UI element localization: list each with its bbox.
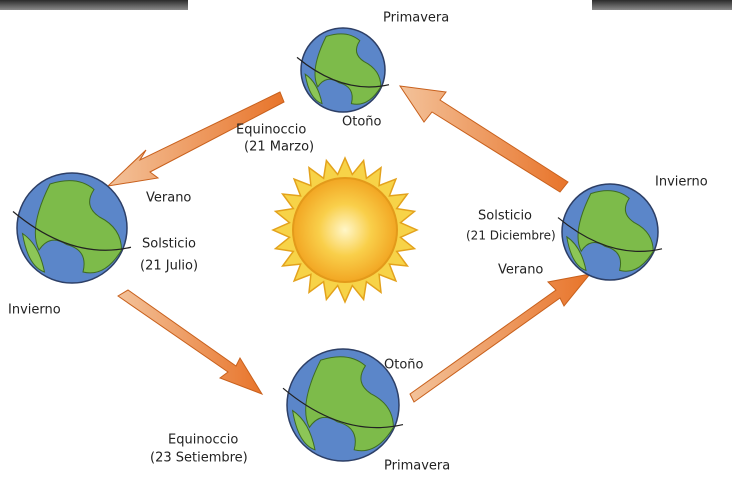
page: Primavera Equinoccio (21 Marzo) Otoño Ve… — [0, 0, 732, 486]
label: (21 Diciembre) — [466, 229, 556, 243]
label: Primavera — [383, 11, 449, 26]
label: Invierno — [8, 303, 61, 318]
arrow — [118, 290, 262, 394]
label: Solsticio — [478, 209, 532, 224]
label: Invierno — [655, 175, 708, 190]
top-tab-right — [592, 0, 732, 10]
label: Solsticio — [142, 237, 196, 252]
label: Otoño — [342, 115, 382, 130]
label: (21 Marzo) — [244, 140, 314, 155]
label: (21 Julio) — [140, 259, 198, 274]
arrow — [400, 86, 568, 192]
globe — [13, 173, 131, 283]
label: Equinoccio — [236, 123, 306, 138]
globe — [558, 184, 662, 280]
globe — [297, 28, 389, 112]
label: Primavera — [384, 459, 450, 474]
label: Verano — [498, 263, 543, 278]
top-tab-left — [0, 0, 188, 10]
label: (23 Setiembre) — [150, 451, 248, 466]
sun-disc — [293, 178, 397, 282]
label: Verano — [146, 191, 191, 206]
sun — [273, 158, 417, 302]
arrow — [410, 274, 590, 402]
label: Equinoccio — [168, 433, 238, 448]
seasons-diagram: Primavera Equinoccio (21 Marzo) Otoño Ve… — [0, 0, 732, 486]
label: Otoño — [384, 358, 424, 373]
